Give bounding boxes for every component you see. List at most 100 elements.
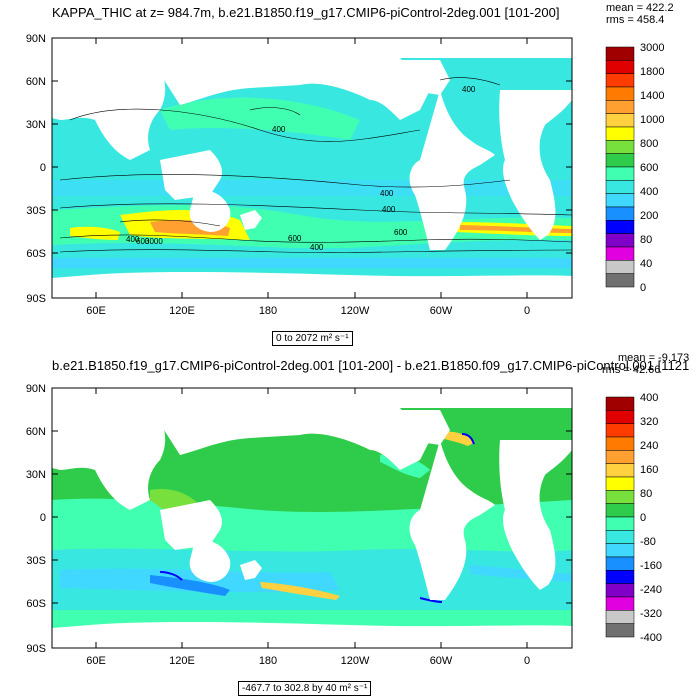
- panel1-contour-labels: 400 400 400 600 600 400 400 600 400 3000: [126, 85, 476, 252]
- colorbar-swatch: [605, 476, 635, 491]
- panel1-rms: rms = 458.4: [606, 14, 665, 26]
- colorbar-label: 80: [640, 234, 652, 246]
- colorbar-swatch: [605, 410, 635, 424]
- contour-label: 400: [382, 205, 396, 214]
- colorbar-swatch: [605, 260, 635, 274]
- colorbar-swatch: [605, 423, 635, 438]
- colorbar-swatch: [605, 180, 635, 194]
- colorbar-swatch: [605, 46, 635, 61]
- colorbar-swatch: [605, 126, 635, 141]
- lat-label: 30S: [26, 555, 46, 567]
- panel2-range-label: -467.7 to 302.8 by 40 m² s⁻¹: [238, 681, 372, 696]
- lon-label: 60W: [430, 305, 453, 317]
- colorbar-label: 320: [640, 416, 658, 428]
- contour-label: 400: [126, 235, 140, 244]
- colorbar-label: 600: [640, 162, 658, 174]
- panel2-lon-labels: 60E 120E 180 120W 60W 0: [86, 655, 530, 667]
- panel1-range-label: 0 to 2072 m² s⁻¹: [272, 331, 353, 346]
- colorbar-swatch: [605, 436, 635, 451]
- panel1-ticks: [52, 37, 572, 298]
- colorbar-label: 1000: [640, 114, 664, 126]
- lat-label: 90N: [26, 383, 46, 395]
- colorbar-label: -80: [640, 536, 656, 548]
- panel2-ticks: [52, 387, 572, 648]
- colorbar-swatch: [605, 113, 635, 128]
- colorbar-label: 1800: [640, 66, 664, 78]
- panel1-land: [52, 50, 572, 298]
- panel1-frame: [51, 37, 573, 299]
- panel2-colorbar-labels: 400 320 240 160 80 0 -80 -160 -240 -320 …: [640, 392, 662, 644]
- lon-label: 120W: [341, 655, 370, 667]
- colorbar-label: 80: [640, 488, 652, 500]
- panel1-contours: [59, 77, 573, 253]
- colorbar-label: 160: [640, 464, 658, 476]
- panel1-title: KAPPA_THIC at z= 984.7m, b.e21.B1850.f19…: [52, 5, 560, 20]
- colorbar-swatch: [605, 140, 635, 154]
- colorbar-swatch: [605, 86, 635, 101]
- lat-label: 60S: [26, 598, 46, 610]
- colorbar-swatch: [605, 503, 635, 518]
- colorbar-label: -160: [640, 560, 662, 572]
- contour-label: 600: [288, 234, 302, 243]
- colorbar-swatch: [605, 610, 635, 624]
- panel1-colorbar-labels: 3000 1800 1400 1000 800 600 400 200 80 4…: [640, 42, 664, 294]
- colorbar-swatch: [605, 396, 635, 411]
- colorbar-swatch: [605, 166, 635, 181]
- contour-label: 3000: [145, 237, 163, 246]
- lon-label: 180: [259, 655, 277, 667]
- lat-label: 30N: [26, 469, 46, 481]
- colorbar-label: 40: [640, 258, 652, 270]
- colorbar-swatch: [605, 543, 635, 558]
- lat-label: 0: [40, 162, 46, 174]
- lat-label: 30S: [26, 205, 46, 217]
- colorbar-label: 0: [640, 512, 646, 524]
- panel2-land: [52, 400, 572, 648]
- lat-label: 60N: [26, 76, 46, 88]
- panel2-map: 90N 60N 30N 0 30S 60S 90S 60E 120E 180 1…: [26, 383, 662, 667]
- colorbar-label: -320: [640, 608, 662, 620]
- panel2-lat-labels: 90N 60N 30N 0 30S 60S 90S: [26, 383, 46, 655]
- lat-label: 60S: [26, 248, 46, 260]
- colorbar-swatch: [605, 463, 635, 478]
- colorbar-swatch: [605, 570, 635, 584]
- panel2-title: b.e21.B1850.f19_g17.CMIP6-piControl-2deg…: [52, 358, 690, 373]
- colorbar-swatch: [605, 193, 635, 208]
- panel1-map: 400 400 400 600 600 400 400 600 400 3000…: [26, 33, 665, 317]
- colorbar-label: 3000: [640, 42, 664, 54]
- colorbar-swatch: [605, 516, 635, 531]
- colorbar-label: 240: [640, 440, 658, 452]
- colorbar-swatch: [605, 623, 635, 638]
- colorbar-label: 200: [640, 210, 658, 222]
- lat-label: 60N: [26, 426, 46, 438]
- colorbar-swatch: [605, 206, 635, 221]
- lon-label: 120E: [169, 305, 195, 317]
- colorbar-label: 0: [640, 282, 646, 294]
- colorbar-swatch: [605, 233, 635, 248]
- contour-label: 600: [136, 237, 150, 246]
- colorbar-label: 1400: [640, 90, 664, 102]
- colorbar-label: -400: [640, 632, 662, 644]
- panel2-colorbar: [605, 396, 635, 638]
- lon-label: 0: [524, 305, 530, 317]
- colorbar-swatch: [605, 583, 635, 598]
- colorbar-swatch: [605, 246, 635, 261]
- lon-label: 60E: [86, 655, 106, 667]
- colorbar-swatch: [605, 220, 635, 234]
- colorbar-swatch: [605, 60, 635, 74]
- lon-label: 180: [259, 305, 277, 317]
- lat-label: 90N: [26, 33, 46, 45]
- panel2-rms: rms = 42.66: [602, 364, 661, 376]
- lon-label: 60W: [430, 655, 453, 667]
- colorbar-swatch: [605, 450, 635, 464]
- colorbar-swatch: [605, 596, 635, 611]
- contour-label: 400: [310, 243, 324, 252]
- colorbar-label: -240: [640, 584, 662, 596]
- colorbar-swatch: [605, 273, 635, 288]
- colorbar-label: 400: [640, 186, 658, 198]
- colorbar-swatch: [605, 530, 635, 544]
- contour-label: 400: [272, 125, 286, 134]
- colorbar-label: 800: [640, 138, 658, 150]
- colorbar-swatch: [605, 490, 635, 504]
- colorbar-swatch: [605, 100, 635, 114]
- panel1-lon-labels: 60E 120E 180 120W 60W 0: [86, 305, 530, 317]
